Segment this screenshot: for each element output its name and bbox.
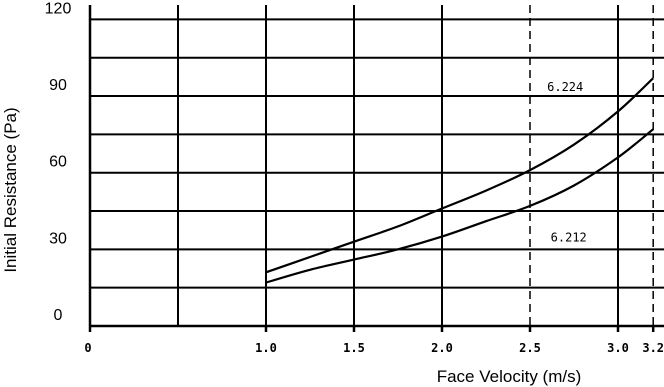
x-tick-label: 1.5 xyxy=(343,341,365,355)
y-tick-label: 90 xyxy=(49,77,67,94)
series-labels: 6.224 6.212 xyxy=(547,80,587,245)
x-tick-label: 1.0 xyxy=(255,341,277,355)
series-line-6-224 xyxy=(265,77,654,274)
series-lines xyxy=(265,77,654,284)
x-tick-label: 0 xyxy=(84,341,91,355)
x-tick-labels: 0 1.0 1.5 2.0 2.5 3.0 3.2 xyxy=(84,341,664,355)
series-label: 6.212 xyxy=(551,231,587,245)
x-axis-label: Face Velocity (m/s) xyxy=(437,367,582,386)
y-tick-label: 30 xyxy=(49,230,67,247)
y-tick-label: 120 xyxy=(45,0,72,17)
y-axis-label: Initial Resistance (Pa) xyxy=(1,107,20,272)
y-tick-labels: 0 30 60 90 120 xyxy=(45,0,72,324)
grid xyxy=(90,5,664,326)
y-tick-label: 0 xyxy=(54,307,63,324)
y-tick-label: 60 xyxy=(49,154,67,171)
x-tick-label: 2.5 xyxy=(519,341,541,355)
x-tick-label: 3.0 xyxy=(607,341,629,355)
axes xyxy=(88,5,664,332)
x-tick-label: 2.0 xyxy=(431,341,453,355)
series-label: 6.224 xyxy=(547,80,583,94)
series-line-6-212 xyxy=(265,128,654,284)
x-tick-label: 3.2 xyxy=(642,341,664,355)
